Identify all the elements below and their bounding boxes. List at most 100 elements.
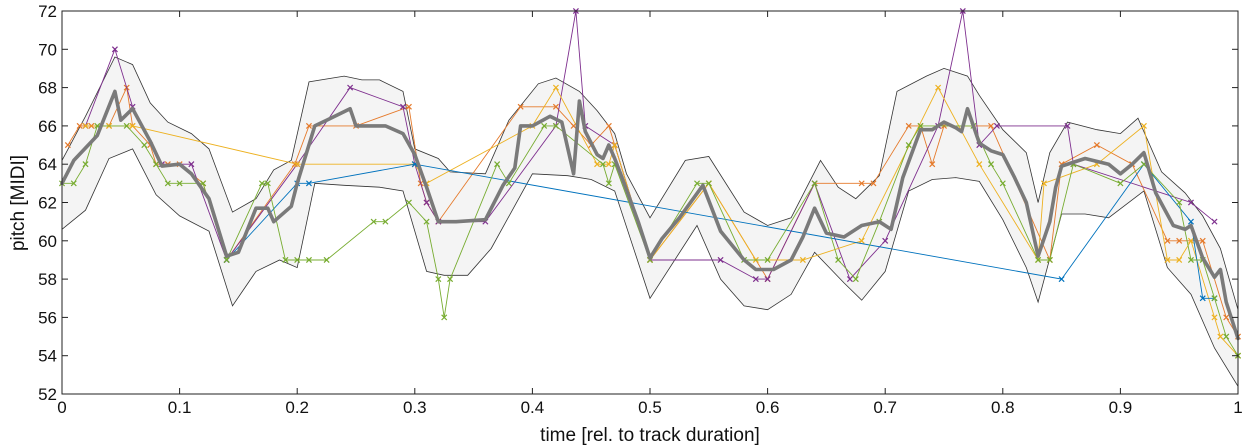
series-4-marker-19 — [405, 199, 412, 206]
series-4-marker-36 — [811, 180, 818, 187]
series-1-line — [85, 10, 1215, 280]
series-4-marker-33 — [705, 180, 712, 187]
series-0-marker-31 — [905, 122, 912, 129]
series-4-marker-16 — [323, 256, 330, 263]
series-4-marker-27 — [552, 122, 559, 129]
series-0-marker-43 — [1223, 314, 1230, 321]
series-4-marker-13 — [282, 256, 289, 263]
series-3-marker-2 — [305, 180, 312, 187]
series-0-marker-0 — [64, 142, 71, 149]
series-3-marker-6 — [1187, 218, 1194, 225]
series-4-marker-28 — [599, 161, 606, 168]
series-4-marker-26 — [541, 122, 548, 129]
series-4-marker-50 — [1176, 199, 1183, 206]
series-4-marker-10 — [223, 256, 230, 263]
x-tick-label-2: 0.2 — [285, 398, 309, 417]
series-1-marker-4 — [188, 161, 195, 168]
y-tick-label-5: 62 — [38, 194, 57, 213]
series-4-marker-43 — [988, 161, 995, 168]
series-2-marker-19 — [1040, 180, 1047, 187]
series-0-marker-35 — [988, 122, 995, 129]
series-4-marker-41 — [917, 122, 924, 129]
series-4-marker-24 — [494, 161, 501, 168]
series-2-marker-17 — [976, 161, 983, 168]
series-2-marker-16 — [935, 84, 942, 91]
series-4-marker-6 — [153, 161, 160, 168]
series-4-marker-2 — [82, 161, 89, 168]
series-0-marker-13 — [305, 122, 312, 129]
mean-line — [60, 89, 1240, 341]
series-2-marker-3 — [294, 161, 301, 168]
y-tick-label-1: 54 — [38, 347, 57, 366]
y-tick-label-3: 58 — [38, 270, 57, 289]
series-4-marker-44 — [999, 180, 1006, 187]
series-0-marker-33 — [929, 161, 936, 168]
series-4-marker-14 — [294, 256, 301, 263]
series-4-marker-20 — [423, 218, 430, 225]
series-4-marker-40 — [905, 142, 912, 149]
series-1-marker-20 — [764, 276, 771, 283]
y-tick-label-9: 70 — [38, 40, 57, 59]
x-tick-label-3: 0.3 — [403, 398, 427, 417]
series-2-marker-7 — [552, 84, 559, 91]
series-3-marker-7 — [1199, 295, 1206, 302]
series-1-marker-22 — [846, 276, 853, 283]
series-1-marker-27 — [993, 122, 1000, 129]
series-1-marker-28 — [1064, 122, 1071, 129]
series-1-marker-23 — [882, 237, 889, 244]
y-tick-label-6: 64 — [38, 155, 57, 174]
series-2-marker-24 — [1187, 237, 1194, 244]
series-4-marker-35 — [764, 256, 771, 263]
series-0-marker-23 — [605, 122, 612, 129]
series-2-marker-21 — [1140, 122, 1147, 129]
series-1-marker-7 — [347, 84, 354, 91]
series-4-marker-54 — [1223, 333, 1230, 340]
series-2-marker-26 — [1217, 333, 1224, 340]
band-fill — [62, 57, 1238, 387]
series-4-marker-45 — [1035, 256, 1042, 263]
series-1-marker-10 — [423, 199, 430, 206]
series-0-marker-1 — [76, 122, 83, 129]
y-tick-label-7: 66 — [38, 117, 57, 136]
band-lower-line — [61, 148, 1239, 387]
series-4-marker-8 — [176, 180, 183, 187]
x-tick-label-0: 0 — [57, 398, 66, 417]
series-0-marker-42 — [1199, 237, 1206, 244]
series-4-marker-4 — [123, 122, 130, 129]
series-4-marker-48 — [1117, 180, 1124, 187]
series-4-marker-18 — [382, 218, 389, 225]
series-2-marker-22 — [1164, 256, 1171, 263]
series-4-marker-37 — [835, 256, 842, 263]
band-upper-line — [61, 56, 1239, 310]
axes: 0 0.1 0.2 0.3 0.4 0.5 0.6 0.7 0.8 0.9 1 52 54 56 58 60 6… — [38, 2, 1243, 417]
series-0-marker-38 — [1093, 142, 1100, 149]
series-2-marker-15 — [858, 237, 865, 244]
series-0-marker-40 — [1164, 237, 1171, 244]
x-tick-label-5: 0.5 — [638, 398, 662, 417]
series-2-marker-9 — [605, 161, 612, 168]
series-4-marker-12 — [264, 180, 271, 187]
series-4-marker-51 — [1187, 256, 1194, 263]
y-axis-label: pitch [MIDI] — [8, 155, 29, 251]
series-4-marker-46 — [1046, 256, 1053, 263]
series-4-marker-15 — [305, 256, 312, 263]
y-tick-label-0: 52 — [38, 385, 57, 404]
x-axis-label: time [rel. to track duration] — [540, 425, 760, 446]
x-tick-label-1: 0.1 — [168, 398, 192, 417]
series-4-marker-1 — [70, 180, 77, 187]
y-tick-label-2: 56 — [38, 308, 57, 327]
series-0-marker-12 — [291, 161, 298, 168]
series-0-marker-30 — [870, 180, 877, 187]
series-0-marker-20 — [552, 103, 559, 110]
series-4-marker-53 — [1211, 295, 1218, 302]
series-4-marker-23 — [447, 276, 454, 283]
series-1-marker-18 — [717, 256, 724, 263]
series-4-marker-32 — [694, 180, 701, 187]
series-2-marker-2 — [129, 122, 136, 129]
series-1-marker-19 — [752, 276, 759, 283]
series-2-marker-23 — [1176, 256, 1183, 263]
x-tick-label-9: 0.9 — [1109, 398, 1133, 417]
series-2-marker-10 — [611, 142, 618, 149]
series-4-marker-21 — [435, 276, 442, 283]
